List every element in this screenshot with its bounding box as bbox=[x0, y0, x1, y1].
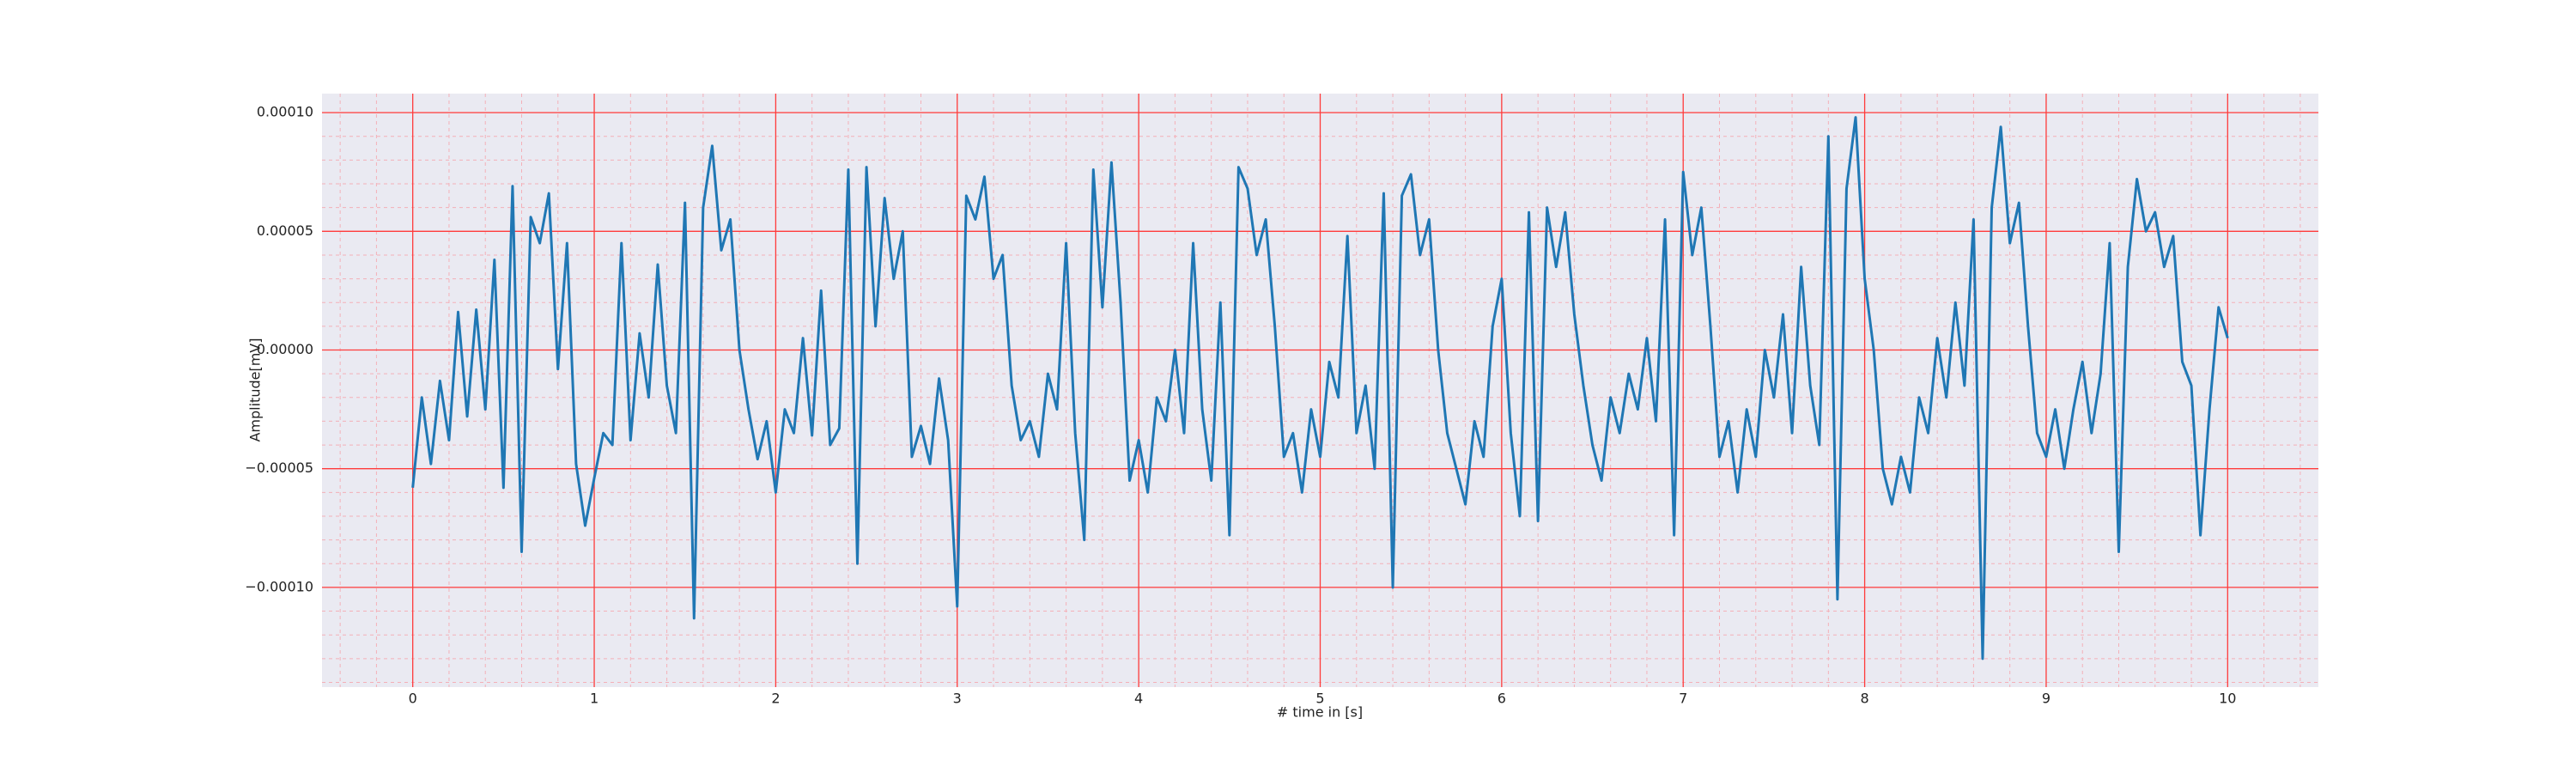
y-tick-label: 0.00005 bbox=[257, 222, 313, 239]
y-axis-label: Amplitude[mV] bbox=[247, 338, 264, 441]
tick-labels: 0 1 2 3 4 5 6 7 8 9 10 −0.00010 −0.00005 0.00000 0.000… bbox=[245, 104, 2236, 707]
y-tick-label: −0.00010 bbox=[245, 578, 313, 594]
x-tick-label: 2 bbox=[771, 691, 780, 707]
y-tick-label: 0.00010 bbox=[257, 104, 313, 120]
x-tick-label: 1 bbox=[590, 691, 598, 707]
x-tick-label: 0 bbox=[409, 691, 417, 707]
data-lines bbox=[411, 116, 2229, 660]
x-tick-label: 4 bbox=[1134, 691, 1143, 707]
x-tick-label: 10 bbox=[2219, 691, 2236, 707]
y-tick-label: −0.00005 bbox=[245, 460, 313, 476]
x-tick-label: 9 bbox=[2042, 691, 2050, 707]
x-tick-label: 7 bbox=[1679, 691, 1687, 707]
data-line bbox=[411, 116, 2229, 660]
x-tick-label: 6 bbox=[1498, 691, 1506, 707]
x-tick-label: 8 bbox=[1860, 691, 1868, 707]
x-axis-label: # time in [s] bbox=[1277, 704, 1363, 721]
x-tick-label: 5 bbox=[1315, 691, 1324, 707]
y-tick-label: 0.00000 bbox=[257, 341, 313, 357]
x-tick-label: 3 bbox=[953, 691, 962, 707]
